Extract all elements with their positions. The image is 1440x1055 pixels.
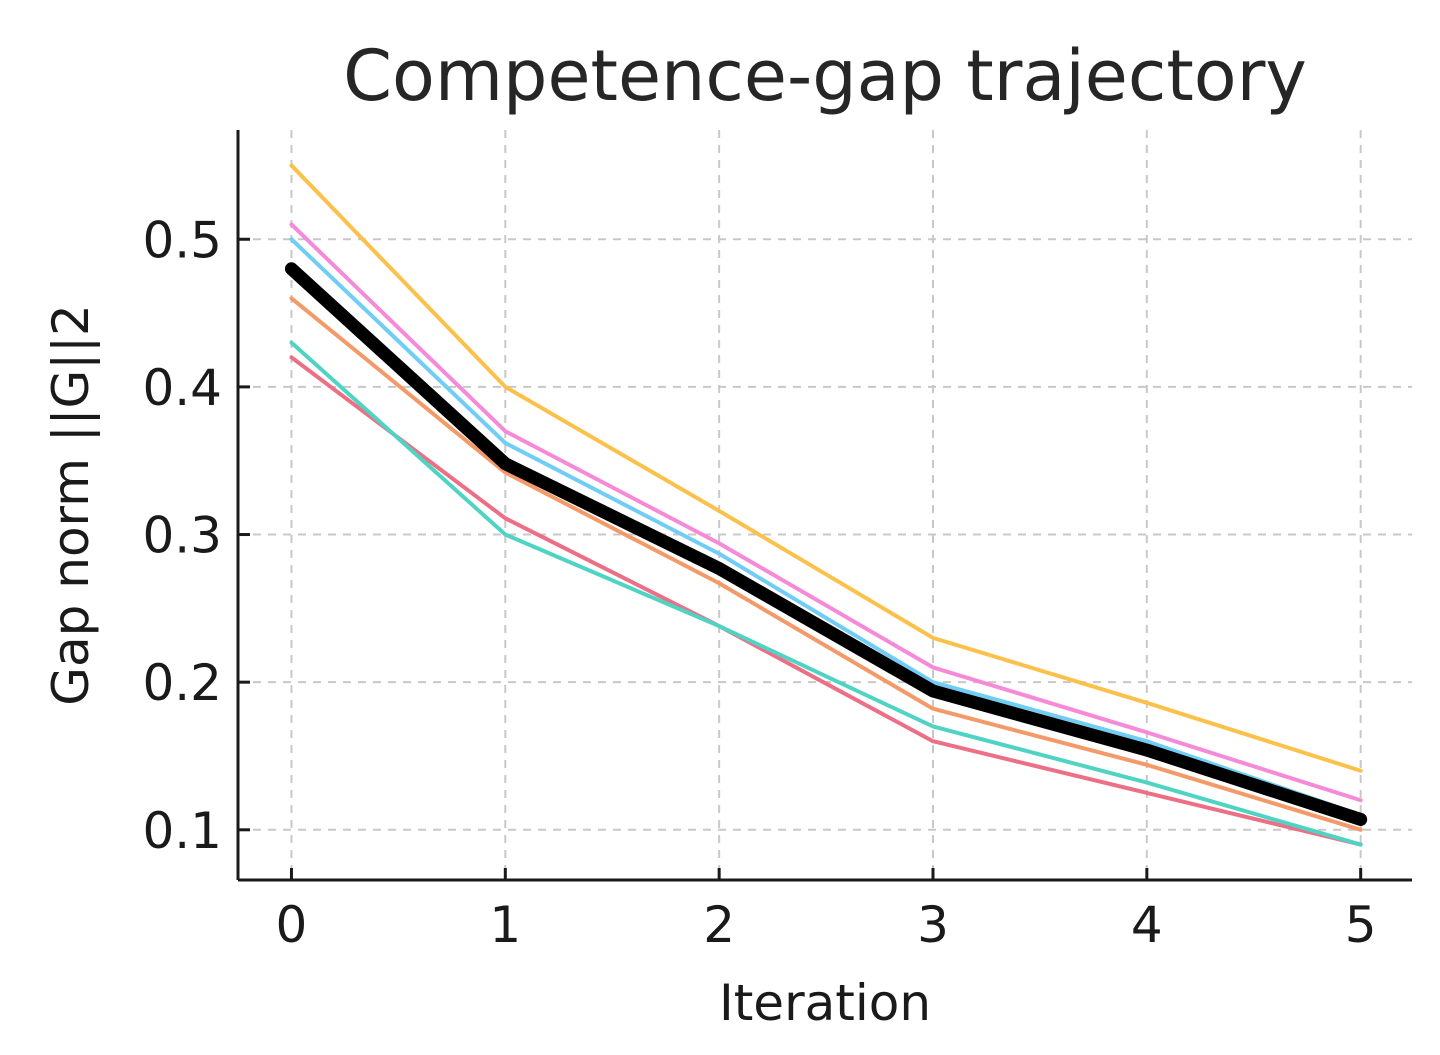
y-tick-label: 0.4 (142, 359, 222, 417)
series-line-agent-teal (289, 340, 1363, 847)
y-tick-label: 0.2 (142, 654, 222, 712)
series-line-agent-red (289, 355, 1363, 847)
x-tick-label: 5 (1345, 896, 1377, 954)
x-axis-label: Iteration (719, 974, 931, 1032)
x-tick-label: 2 (703, 896, 735, 954)
series-line-agent-pink (289, 222, 1363, 803)
y-axis-ticks: 0.1 0.2 0.3 0.4 0.5 (142, 211, 250, 860)
series-line-agent-yellow (289, 163, 1363, 773)
grid-lines (238, 130, 1412, 880)
y-tick-label: 0.5 (142, 211, 222, 269)
x-tick-label: 1 (489, 896, 521, 954)
x-axis-ticks: 0 1 2 3 4 5 (276, 868, 1377, 954)
y-tick-label: 0.3 (142, 507, 222, 565)
x-tick-label: 3 (917, 896, 949, 954)
series-line-agent-blue (289, 237, 1363, 818)
series-line-agent-orange (289, 296, 1363, 832)
y-tick-label: 0.1 (142, 802, 222, 860)
series-line-mean (284, 262, 1368, 826)
chart-title: Competence-gap trajectory (343, 35, 1307, 117)
x-tick-label: 0 (276, 896, 308, 954)
x-tick-label: 4 (1131, 896, 1163, 954)
axes (236, 130, 1412, 882)
series-lines (284, 163, 1368, 847)
y-axis-label: Gap norm ||G||2 (42, 304, 100, 706)
